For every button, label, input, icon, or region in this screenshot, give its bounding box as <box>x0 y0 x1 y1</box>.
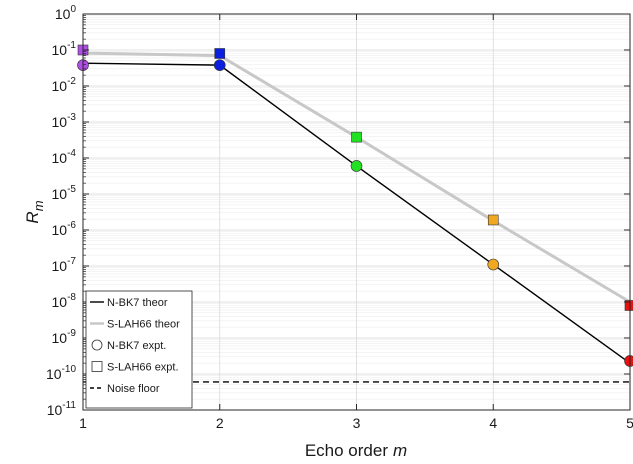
y-tick-labels: 100 10-1 10-2 10-3 10-4 10-5 10-6 10-7 10-8 10-9 1… <box>46 4 76 418</box>
y-tick-label: 100 <box>55 4 77 22</box>
nbk7-expt-point <box>624 355 633 367</box>
legend-box <box>85 290 193 409</box>
nbk7-expt-point <box>350 160 363 172</box>
y-tick-label: 10-3 <box>52 112 77 130</box>
legend-swatch-circle <box>91 339 103 351</box>
legend: N-BK7 theor S-LAH66 theor N-BK7 expt. S-LAH… <box>85 290 193 409</box>
x-tick-label: 5 <box>626 415 633 431</box>
x-tick-labels: 1 2 3 4 5 <box>79 415 633 431</box>
y-tick-label: 10-6 <box>52 220 77 238</box>
y-tick-label: 10-1 <box>52 40 77 58</box>
y-tick-label: 10-5 <box>52 184 77 202</box>
legend-label: N-BK7 expt. <box>107 340 166 352</box>
y-tick-label: 10-9 <box>52 328 77 346</box>
slah66-expt-point <box>487 214 499 226</box>
legend-swatch-square <box>91 361 103 372</box>
x-tick-label: 1 <box>79 415 87 431</box>
nbk7-expt-point <box>487 258 500 271</box>
y-tick-label: 10-2 <box>52 76 77 94</box>
y-tick-label: 10-4 <box>52 148 77 166</box>
y-tick-label: 10-11 <box>47 400 77 418</box>
y-tick-label: 10-10 <box>46 364 76 382</box>
nbk7-expt-point <box>213 59 226 71</box>
x-tick-label: 4 <box>489 415 497 431</box>
slah66-expt-point <box>214 48 226 59</box>
x-tick-label: 3 <box>353 415 361 431</box>
x-axis-title: Echo order m <box>305 441 407 460</box>
y-tick-label: 10-8 <box>52 292 77 310</box>
legend-label: N-BK7 theor <box>107 297 168 309</box>
axis-ticks <box>82 13 631 411</box>
y-axis-title: Rm <box>23 200 46 223</box>
x-tick-label: 2 <box>216 415 224 431</box>
slah66-expt-point <box>351 131 362 143</box>
y-tick-label: 10-7 <box>52 256 77 274</box>
legend-label: S-LAH66 theor <box>107 319 180 331</box>
legend-label: Noise floor <box>107 383 160 395</box>
legend-label: S-LAH66 expt. <box>107 362 179 374</box>
